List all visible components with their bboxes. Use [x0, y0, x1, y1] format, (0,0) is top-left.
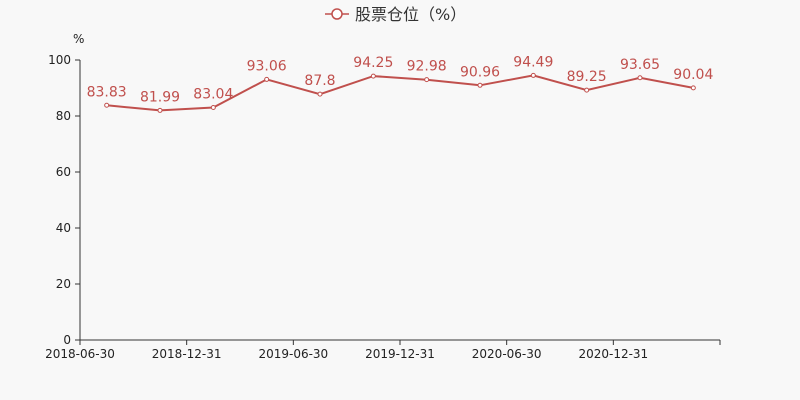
data-label: 93.65 — [620, 57, 660, 73]
data-label: 90.04 — [673, 67, 713, 83]
axes: 0 20 40 60 80 100 2018-06-30 2018-12-31 2019-06-… — [45, 53, 721, 361]
data-point — [317, 91, 323, 97]
x-tick-label: 2019-06-30 — [258, 347, 328, 361]
data-label: 93.06 — [247, 58, 287, 74]
data-label: 92.98 — [407, 59, 447, 75]
data-label: 81.99 — [140, 89, 180, 105]
y-tick-label: 20 — [56, 277, 71, 291]
data-point — [370, 73, 376, 79]
data-point — [690, 85, 696, 91]
data-point — [584, 87, 590, 93]
x-tick-label: 2018-12-31 — [152, 347, 222, 361]
data-label: 94.25 — [353, 55, 393, 71]
data-point — [530, 72, 536, 78]
data-point — [104, 102, 110, 108]
x-tick-label: 2018-06-30 — [45, 347, 115, 361]
y-tick-label: 60 — [56, 165, 71, 179]
data-label: 87.8 — [304, 73, 335, 89]
y-tick-label: 100 — [48, 53, 71, 67]
data-label: 83.83 — [87, 84, 127, 100]
data-point — [157, 107, 163, 113]
data-point — [424, 77, 430, 83]
x-tick-label: 2020-12-31 — [578, 347, 648, 361]
y-tick-label: 40 — [56, 221, 71, 235]
data-label: 90.96 — [460, 64, 500, 80]
data-point — [637, 75, 643, 81]
y-tick-label: 80 — [56, 109, 71, 123]
y-axis-unit: % — [73, 32, 84, 46]
x-tick-label: 2020-06-30 — [472, 347, 542, 361]
legend-marker-icon — [331, 8, 343, 20]
series-layer — [104, 72, 696, 113]
data-point — [210, 104, 216, 110]
data-label: 89.25 — [567, 69, 607, 85]
data-point — [264, 76, 270, 82]
legend[interactable]: 股票仓位（%） — [325, 5, 466, 24]
legend-label: 股票仓位（%） — [355, 5, 466, 24]
data-label: 83.04 — [193, 86, 233, 102]
series-line — [106, 74, 694, 112]
y-tick-label: 0 — [63, 333, 71, 347]
x-tick-label: 2019-12-31 — [365, 347, 435, 361]
data-point — [477, 82, 483, 88]
data-label: 94.49 — [513, 54, 553, 70]
data-labels-layer: 83.83 81.99 83.04 93.06 87.8 94.25 92.98 90.96 9… — [87, 54, 714, 105]
